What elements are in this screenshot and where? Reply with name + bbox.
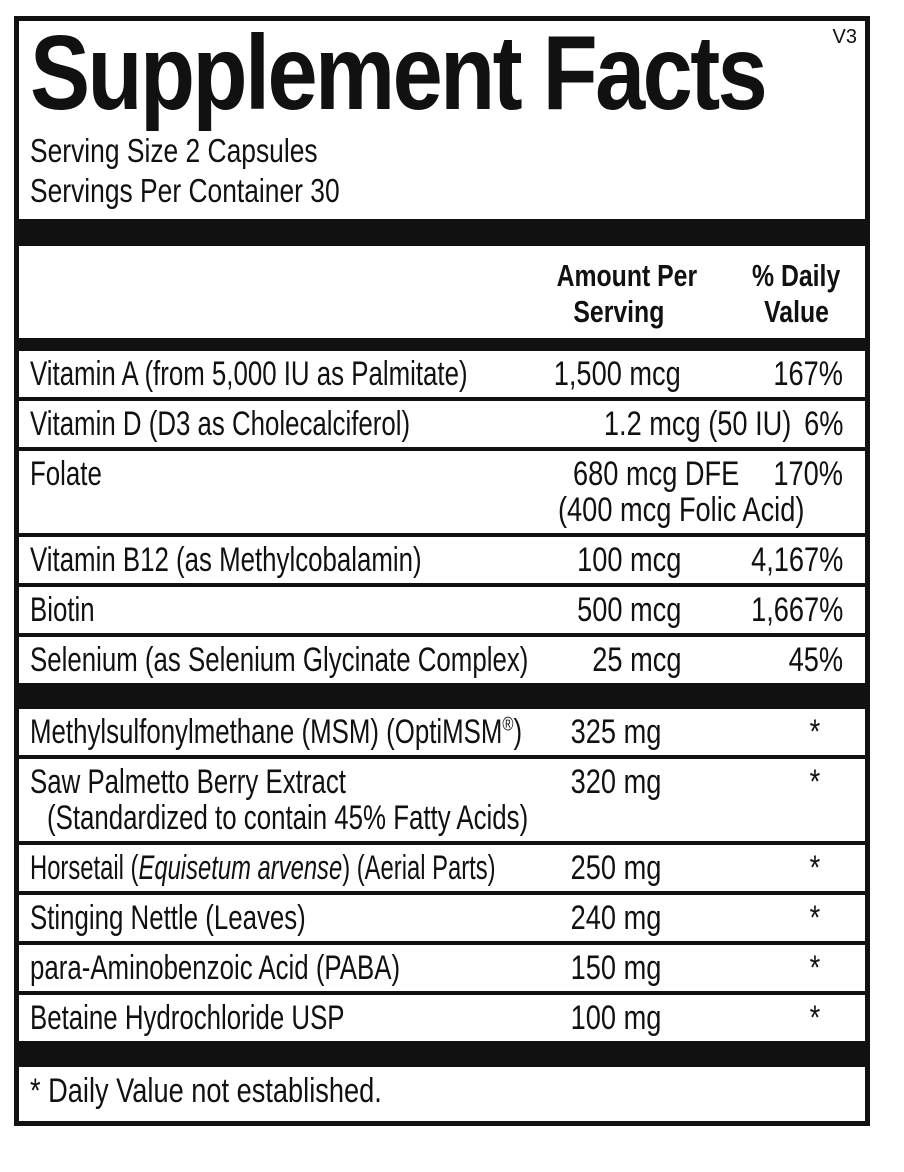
amount-cell: 150 mg [570,949,661,987]
amount-text: 1.2 mcg (50 IU) [603,405,791,443]
daily-value-cell: * [809,999,820,1037]
column-headers: Amount Per Serving % Daily Value [19,246,865,338]
nutrient-name: Vitamin B12 (as Methylcobalamin) [30,541,422,579]
serving-size-text: Serving Size 2 Capsules [30,132,318,169]
amount-cell: 25 mcg [591,641,681,679]
divider-bar-bottom [19,1041,865,1067]
daily-value-cell: * [809,849,820,887]
amount-cell: 240 mg [570,899,661,937]
table-row-biotin: Biotin 500 mcg 1,667% [19,583,865,633]
nutrient-name: Vitamin A (from 5,000 IU as Palmitate) [30,355,468,393]
amount-cell: 500 mcg [576,591,681,629]
divider-bar-middle [19,683,865,709]
daily-value-cell: 170% [773,455,843,493]
table-row-stinging-nettle: Stinging Nettle (Leaves) 240 mg * [19,891,865,941]
table-row-horsetail: Horsetail (Equisetum arvense) (Aerial Pa… [19,841,865,891]
serving-size: Serving Size 2 Capsules [19,131,865,171]
divider-bar-top [19,219,865,246]
amount-cell: 325 mg [570,713,661,751]
header-spacer [19,258,489,330]
table-row-vitamin-b12: Vitamin B12 (as Methylcobalamin) 100 mcg… [19,533,865,583]
nutrient-name: Vitamin D (D3 as Cholecalciferol) [30,405,411,443]
nutrient-name: Folate [30,455,102,493]
nutrient-name: Selenium (as Selenium Glycinate Complex) [30,641,529,679]
amount-cell: 680 mcg DFE (400 mcg Folic Acid) [521,456,804,528]
table-row-selenium: Selenium (as Selenium Glycinate Complex)… [19,633,865,683]
nutrient-name: Methylsulfonylmethane (MSM) (OptiMSM®) [30,713,523,751]
registered-trademark-symbol: ® [502,713,514,736]
servings-per-container-text: Servings Per Container 30 [30,172,340,209]
table-row-paba: para-Aminobenzoic Acid (PABA) 150 mg * [19,941,865,991]
daily-value-cell: 167% [773,355,843,393]
page-title-text: Supplement Facts [30,14,768,132]
daily-value-text: 6% [803,405,843,443]
title-row: V3 Supplement Facts [19,14,865,132]
botanicals-section: Methylsulfonylmethane (MSM) (OptiMSM®) 3… [19,709,865,1041]
table-row-msm: Methylsulfonylmethane (MSM) (OptiMSM®) 3… [19,709,865,755]
amount-text: 680 mcg DFE [573,455,740,493]
nutrient-name-note: (Standardized to contain 45% Fatty Acids… [47,799,529,837]
botanical-latin-name: Equisetum arvense [138,849,343,887]
amount-cell: 320 mg [570,763,661,801]
amount-and-daily-value-cell: 1.2 mcg (50 IU) 6% [521,406,865,442]
nutrient-name: Saw Palmetto Berry Extract (Standardized… [30,763,529,837]
supplement-facts-label: V3 Supplement Facts Serving Size 2 Capsu… [14,16,870,1126]
daily-value-cell: * [809,763,820,801]
version-tag: V3 [832,26,857,48]
vitamins-section: Vitamin A (from 5,000 IU as Palmitate) 1… [19,351,865,683]
table-row-vitamin-a: Vitamin A (from 5,000 IU as Palmitate) 1… [19,351,865,397]
daily-value-cell: 45% [788,641,843,679]
table-row-betaine: Betaine Hydrochloride USP 100 mg * [19,991,865,1041]
daily-value-cell: * [809,949,820,987]
page-title: Supplement Facts [30,14,865,132]
dv-header-line2: Value [763,294,829,329]
daily-value-cell: 4,167% [750,541,843,579]
nutrient-name: para-Aminobenzoic Acid (PABA) [30,949,401,987]
amount-cell: 100 mcg [576,541,681,579]
column-header-daily-value: % Daily Value [699,258,865,330]
amount-cell: 100 mg [570,999,661,1037]
daily-value-cell: * [809,713,820,751]
amount-note: (400 mcg Folic Acid) [558,491,805,529]
serving-info: Serving Size 2 Capsules Servings Per Con… [19,125,865,211]
nutrient-name: Horsetail (Equisetum arvense) (Aerial Pa… [30,849,496,887]
amount-cell: 1,500 mcg [553,355,681,393]
servings-per-container: Servings Per Container 30 [19,171,865,211]
dv-header-line1: % Daily [751,258,841,293]
amount-header-line1: Amount Per [556,258,698,293]
column-header-amount: Amount Per Serving [489,258,699,330]
daily-value-cell: * [809,899,820,937]
daily-value-cell: 1,667% [750,591,843,629]
table-row-vitamin-d: Vitamin D (D3 as Cholecalciferol) 1.2 mc… [19,397,865,447]
nutrient-name: Biotin [30,591,95,629]
amount-header-line2: Serving [573,294,665,329]
divider-bar-under-headers [19,338,865,351]
nutrient-name: Stinging Nettle (Leaves) [30,899,306,937]
daily-value-footnote: * Daily Value not established. [30,1072,382,1110]
nutrient-name: Betaine Hydrochloride USP [30,999,345,1037]
table-row-saw-palmetto: Saw Palmetto Berry Extract (Standardized… [19,755,865,841]
table-row-folate: Folate 680 mcg DFE (400 mcg Folic Acid) … [19,447,865,533]
amount-cell: 250 mg [570,849,661,887]
